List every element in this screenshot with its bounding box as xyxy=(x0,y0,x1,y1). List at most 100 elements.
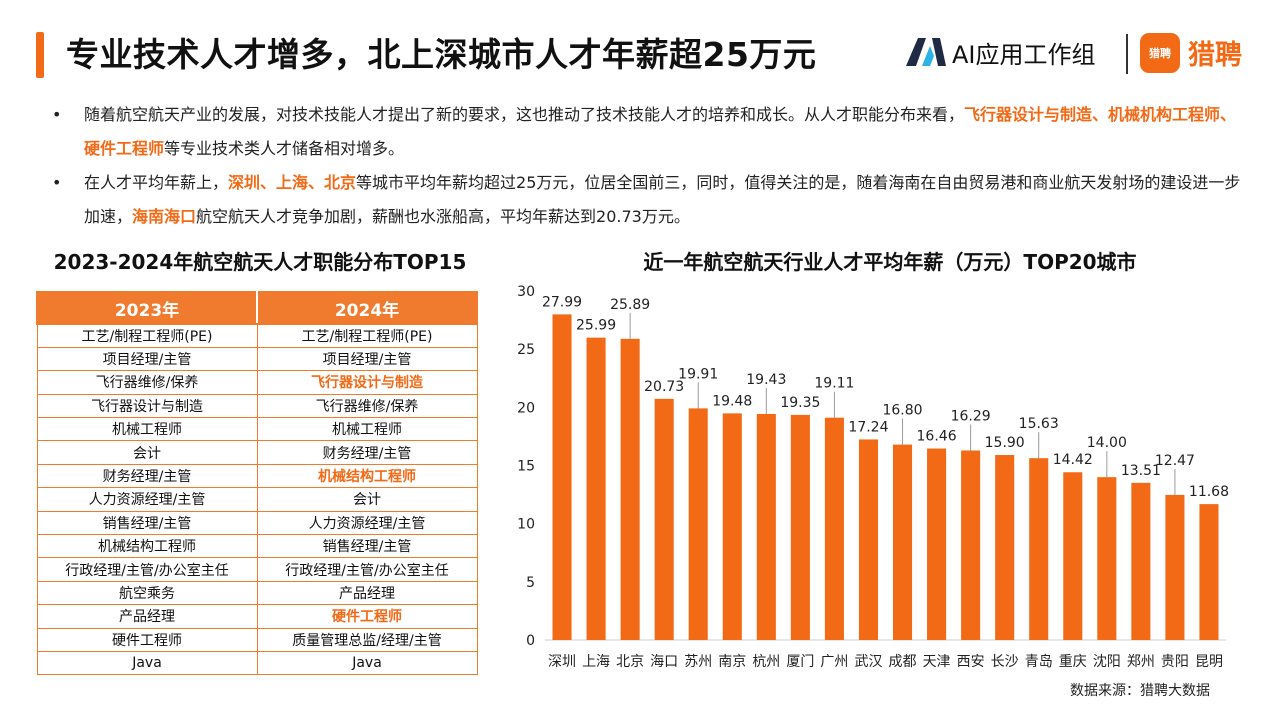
bullet-text-segment: 航空航天人才竞争加剧，薪酬也水涨船高，平均年薪达到20.73万元。 xyxy=(196,207,690,226)
bar xyxy=(722,413,742,640)
table-row: 人力资源经理/主管 会计 xyxy=(36,487,478,512)
cell-2024: 财务经理/主管 xyxy=(256,440,478,465)
table-header-row: 2023年 2024年 xyxy=(36,291,478,325)
data-label: 11.68 xyxy=(1189,484,1229,500)
bar xyxy=(1131,482,1151,640)
x-tick-label: 重庆 xyxy=(1059,654,1087,670)
cell-2024: 硬件工程师 xyxy=(256,604,478,629)
data-label: 15.90 xyxy=(985,435,1025,451)
x-tick-label: 杭州 xyxy=(752,654,780,670)
table-row: 飞行器维修/保养 飞行器设计与制造 xyxy=(36,370,478,395)
data-label: 15.63 xyxy=(1019,416,1059,432)
cell-2023: 会计 xyxy=(36,440,258,465)
bar xyxy=(1097,477,1117,640)
cell-2024: 行政经理/主管/办公室主任 xyxy=(256,557,478,582)
data-label: 17.24 xyxy=(848,419,888,435)
bullet-text-segment: 等专业技术类人才储备相对增多。 xyxy=(164,139,405,158)
bar xyxy=(1199,504,1219,640)
table-row: 机械工程师 机械工程师 xyxy=(36,417,478,442)
data-label: 16.46 xyxy=(917,429,957,445)
data-label: 25.99 xyxy=(576,318,616,334)
table-title: 2023-2024年航空航天人才职能分布TOP15 xyxy=(53,250,467,274)
table-row: 工艺/制程工程师(PE) 工艺/制程工程师(PE) xyxy=(36,323,478,348)
bar xyxy=(995,455,1015,640)
data-label: 19.43 xyxy=(746,372,786,388)
x-tick-label: 昆明 xyxy=(1195,654,1223,670)
table-row: 机械结构工程师 销售经理/主管 xyxy=(36,534,478,559)
data-label: 14.42 xyxy=(1053,452,1093,468)
data-label: 19.48 xyxy=(712,393,752,409)
cell-2023: 机械结构工程师 xyxy=(36,534,258,559)
bar xyxy=(790,414,810,640)
data-label: 12.47 xyxy=(1155,453,1195,469)
bar xyxy=(1029,458,1049,640)
cell-2024: 工艺/制程工程师(PE) xyxy=(256,323,478,348)
data-label: 14.00 xyxy=(1087,435,1127,451)
table-row: Java Java xyxy=(36,650,478,676)
cell-2024: 飞行器维修/保养 xyxy=(256,393,478,419)
cell-2024: 销售经理/主管 xyxy=(256,534,478,559)
bar xyxy=(756,413,776,640)
y-tick-label: 10 xyxy=(517,517,535,533)
y-tick-label: 20 xyxy=(517,400,535,416)
bar xyxy=(1063,472,1083,640)
bar xyxy=(927,448,947,640)
chart-title: 近一年航空航天行业人才平均年薪（万元）TOP20城市 xyxy=(643,250,1137,274)
table-row: 飞行器设计与制造 飞行器维修/保养 xyxy=(36,393,478,419)
table-row: 会计 财务经理/主管 xyxy=(36,440,478,465)
table-row: 硬件工程师 质量管理总监/经理/主管 xyxy=(36,627,478,652)
logo-divider xyxy=(1126,34,1128,74)
y-tick-label: 30 xyxy=(517,284,535,300)
talent-function-table: 2023年 2024年 工艺/制程工程师(PE) 工艺/制程工程师(PE) 项目经理… xyxy=(36,291,478,676)
x-tick-label: 深圳 xyxy=(548,654,576,670)
x-tick-label: 北京 xyxy=(616,654,644,670)
data-label: 19.91 xyxy=(678,366,718,382)
table-body: 工艺/制程工程师(PE) 工艺/制程工程师(PE) 项目经理/主管 项目经理/主管 飞行… xyxy=(36,323,478,676)
cell-2023: 航空乘务 xyxy=(36,580,258,606)
x-tick-label: 广州 xyxy=(820,654,848,670)
bullet-dot: • xyxy=(52,173,62,192)
y-tick-label: 0 xyxy=(526,633,535,649)
bullet-text: 随着航空航天产业的发展，对技术技能人才提出了新的要求，这也推动了技术技能人才的培… xyxy=(84,98,1242,166)
data-label: 16.29 xyxy=(951,408,991,424)
cell-2023: 工艺/制程工程师(PE) xyxy=(36,323,258,348)
bar xyxy=(1165,494,1185,640)
x-tick-label: 苏州 xyxy=(684,654,712,670)
x-tick-label: 海口 xyxy=(650,654,678,670)
table-row: 行政经理/主管/办公室主任 行政经理/主管/办公室主任 xyxy=(36,557,478,582)
bar xyxy=(654,398,674,640)
ai-logo-icon xyxy=(906,38,946,66)
x-tick-label: 西安 xyxy=(957,654,985,670)
cell-2024: Java xyxy=(256,650,478,676)
bar xyxy=(892,444,913,640)
column-header-2024: 2024年 xyxy=(256,291,478,325)
cell-2023: 产品经理 xyxy=(36,604,258,629)
bar xyxy=(961,450,981,640)
data-label: 19.35 xyxy=(780,395,820,411)
bar xyxy=(858,439,879,640)
cell-2024: 会计 xyxy=(256,487,478,512)
x-tick-label: 天津 xyxy=(923,654,951,670)
data-label: 16.80 xyxy=(882,403,922,419)
y-tick-label: 25 xyxy=(517,342,535,358)
bar xyxy=(586,337,606,640)
x-tick-label: 上海 xyxy=(582,654,610,670)
x-tick-label: 武汉 xyxy=(854,654,882,670)
brand-name: 猎聘 xyxy=(1188,40,1242,71)
data-label: 27.99 xyxy=(542,294,582,310)
x-tick-label: 贵阳 xyxy=(1161,654,1189,670)
x-tick-label: 厦门 xyxy=(786,654,814,670)
x-tick-label: 郑州 xyxy=(1127,654,1155,670)
cell-2024: 产品经理 xyxy=(256,580,478,606)
x-tick-label: 南京 xyxy=(718,654,746,670)
data-label: 20.73 xyxy=(644,379,684,395)
liepin-logo-icon: 猎聘 xyxy=(1140,33,1180,73)
cell-2023: 飞行器设计与制造 xyxy=(36,393,258,419)
cell-2023: 财务经理/主管 xyxy=(36,463,258,489)
table-row: 项目经理/主管 项目经理/主管 xyxy=(36,346,478,372)
table-row: 航空乘务 产品经理 xyxy=(36,580,478,606)
bullet-highlight: 海南海口 xyxy=(132,207,197,226)
cell-2024: 机械工程师 xyxy=(256,417,478,442)
y-tick-label: 5 xyxy=(526,575,535,591)
cell-2023: 行政经理/主管/办公室主任 xyxy=(36,557,258,582)
